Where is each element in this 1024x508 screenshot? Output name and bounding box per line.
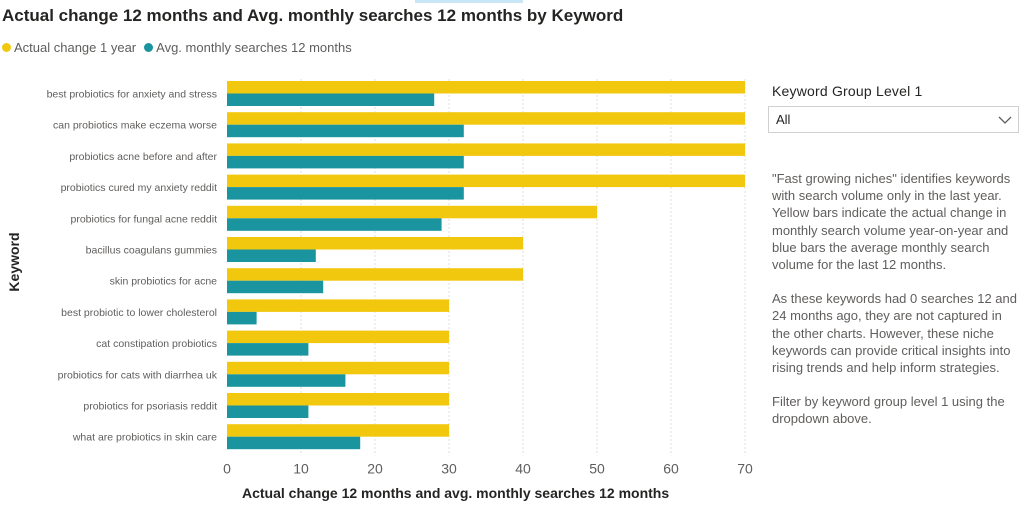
x-tick-label: 10 (293, 460, 309, 476)
bar-avg-searches (227, 155, 464, 169)
y-tick-label: probiotics for psoriasis reddit (83, 401, 217, 413)
bar-actual-change (227, 174, 745, 188)
y-tick-label: probiotics for cats with diarrhea uk (58, 369, 218, 381)
chevron-down-icon[interactable] (998, 113, 1012, 127)
bar-avg-searches (227, 249, 316, 262)
bar-avg-searches (227, 436, 361, 450)
y-tick-label: probiotics cured my anxiety reddit (61, 182, 217, 194)
y-tick-label: best probiotics for anxiety and stress (47, 89, 217, 101)
description-paragraph-2: As these keywords had 0 searches 12 and … (772, 291, 1017, 376)
top-accent-bar (415, 0, 523, 3)
x-tick-label: 40 (515, 460, 531, 476)
dropdown-selected-value: All (776, 112, 791, 127)
bar-actual-change (227, 330, 449, 344)
bar-avg-searches (227, 343, 309, 356)
bar-avg-searches (227, 218, 442, 231)
legend-dot-yellow (2, 43, 11, 52)
x-tick-label: 30 (441, 460, 457, 476)
y-tick-label: probiotics for fungal acne reddit (70, 213, 217, 225)
x-tick-label: 50 (589, 460, 605, 476)
bar-actual-change (227, 361, 449, 375)
legend-label-actual-change: Actual change 1 year (14, 40, 137, 55)
bar-actual-change (227, 205, 597, 219)
legend-dot-teal (144, 43, 154, 52)
bar-actual-change (227, 424, 449, 437)
bar-avg-searches (227, 187, 464, 200)
y-tick-label: what are probiotics in skin care (72, 432, 217, 444)
legend-item-avg-searches[interactable]: Avg. monthly searches 12 months (144, 40, 352, 55)
x-tick-label: 70 (737, 460, 753, 476)
y-axis-title: Keyword (6, 232, 22, 292)
bar-avg-searches (227, 311, 257, 325)
x-tick-label: 20 (367, 460, 383, 476)
description-paragraph-3: Filter by keyword group level 1 using th… (772, 394, 1005, 427)
y-tick-label: bacillus coagulans gummies (86, 245, 217, 257)
bar-actual-change (227, 299, 449, 312)
bar-chart: 0 10 20 30 40 50 60 70 best probiotics for anxie… (47, 79, 753, 476)
bar-avg-searches (227, 93, 435, 106)
bar-actual-change (227, 143, 745, 156)
x-tick-label: 60 (663, 460, 679, 476)
keyword-group-dropdown[interactable]: All (768, 106, 1019, 133)
bar-avg-searches (227, 374, 346, 387)
legend-item-actual-change[interactable]: Actual change 1 year (2, 40, 136, 55)
chart-title: Actual change 12 months and Avg. monthly… (2, 6, 624, 25)
bar-avg-searches (227, 124, 464, 138)
legend-label-avg-searches: Avg. monthly searches 12 months (156, 40, 352, 55)
x-axis-title: Actual change 12 months and avg. monthly… (242, 485, 670, 501)
bar-actual-change (227, 81, 745, 94)
legend: Actual change 1 year Avg. monthly search… (2, 40, 352, 55)
y-tick-label: can probiotics make eczema worse (53, 120, 217, 132)
bar-actual-change (227, 112, 745, 125)
bar-avg-searches (227, 280, 324, 294)
y-tick-label: best probiotic to lower cholesterol (61, 307, 217, 319)
bar-actual-change (227, 393, 449, 406)
y-tick-label: probiotics acne before and after (69, 151, 217, 163)
x-tick-label: 0 (223, 460, 231, 476)
description-text: "Fast growing niches" identifies keyword… (772, 170, 1020, 445)
bar-avg-searches (227, 405, 309, 418)
y-tick-label: cat constipation probiotics (96, 338, 217, 350)
bar-actual-change (227, 268, 523, 281)
y-tick-label: skin probiotics for acne (110, 276, 218, 288)
slicer-title: Keyword Group Level 1 (772, 83, 923, 99)
bar-actual-change (227, 237, 523, 250)
description-paragraph-1: "Fast growing niches" identifies keyword… (772, 171, 1011, 273)
